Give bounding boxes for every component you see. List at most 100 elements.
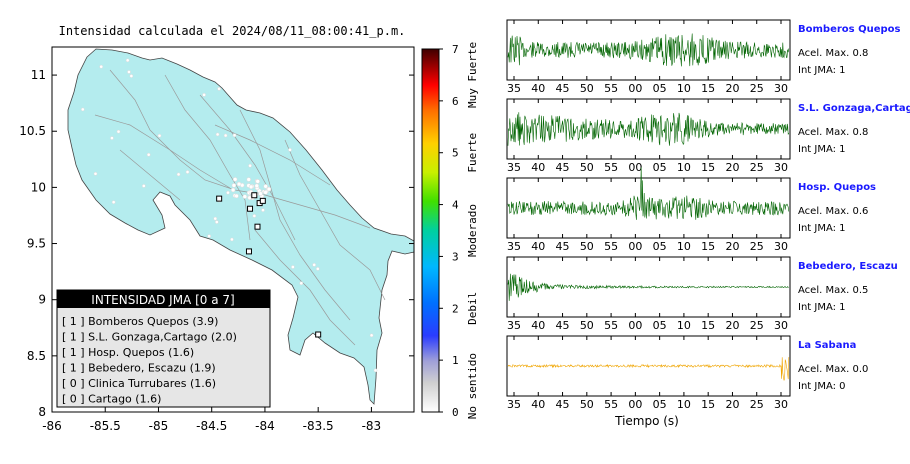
town-dot [214, 220, 219, 224]
waveform-x-tick-label: 35 [507, 398, 521, 411]
waveform-x-tick-label: 00 [628, 398, 642, 411]
colorbar-category-label: Moderado [466, 204, 479, 257]
town-dot [217, 87, 221, 91]
waveform-x-tick-label: 25 [750, 398, 764, 411]
waveform-trace [507, 33, 790, 67]
town-dot [157, 133, 162, 138]
time-axis-label: Tiempo (s) [614, 414, 679, 428]
town-dot [223, 133, 228, 138]
waveform-x-tick-label: 35 [507, 240, 521, 253]
waveform-x-tick-label: 35 [507, 82, 521, 95]
town-dot [288, 148, 292, 152]
intensity-legend: INTENSIDAD JMA [0 a 7] [ 1 ] Bomberos Qu… [56, 289, 271, 408]
colorbar-category-label: Fuerte [466, 133, 479, 173]
town-dot [291, 265, 295, 269]
waveform-x-tick-label: 25 [750, 82, 764, 95]
waveform-panels: 35 40 45 50 55 00 05 10 15 20 25 30 Bomberos Quepos A… [506, 19, 910, 411]
town-dot [248, 184, 254, 190]
town-dot [125, 58, 130, 63]
station-accel-max: Acel. Max. 0.8 [798, 48, 868, 59]
town-dot [127, 70, 131, 74]
legend-item: [ 1 ] Bomberos Quepos (3.9) [62, 315, 218, 328]
town-dot [234, 193, 239, 199]
map-x-tick-label: -83.5 [303, 419, 334, 433]
town-dot [116, 129, 121, 134]
town-dot [80, 107, 85, 112]
waveform-x-tick-label: 50 [580, 319, 594, 332]
legend-items: [ 1 ] Bomberos Quepos (3.9) [ 1 ] S.L. Go… [62, 315, 237, 406]
legend-header: INTENSIDAD JMA [0 a 7] [91, 293, 234, 307]
station-accel-max: Acel. Max. 0.5 [798, 285, 868, 296]
waveform-x-tick-label: 40 [531, 319, 545, 332]
colorbar-tick-label: 6 [452, 95, 459, 108]
waveform-x-tick-label: 10 [677, 82, 691, 95]
station-name: Hosp. Quepos [798, 182, 876, 193]
map-x-axis: -86 -85.5 -85 -84.5 -84 -83.5 -83 [42, 407, 381, 433]
waveform-x-tick-label: 55 [604, 398, 618, 411]
town-dot [99, 64, 104, 69]
waveform-x-tick-label: 05 [653, 398, 667, 411]
waveform-trace [507, 167, 790, 220]
map-boundaries [94, 69, 386, 346]
town-dot [299, 281, 304, 286]
colorbar-tick-label: 1 [452, 354, 459, 367]
map-x-tick-label: -86 [42, 419, 62, 433]
colorbar-categories: No sentido Debil Moderado Fuerte Muy Fuerte [466, 42, 479, 419]
station-jma-intensity: Int JMA: 1 [798, 65, 846, 76]
map-y-tick-label: 9 [38, 293, 46, 307]
map-x-tick-label: -85.5 [90, 419, 121, 433]
waveform-x-tick-label: 25 [750, 240, 764, 253]
town-dot [215, 132, 220, 137]
town-dot [255, 179, 260, 184]
waveform-trace [507, 357, 790, 381]
waveform-x-tick-label: 20 [725, 398, 739, 411]
waveform-x-tick-label: 40 [531, 82, 545, 95]
waveform-x-tick-label: 05 [653, 319, 667, 332]
town-dot [246, 177, 251, 182]
station-marker [251, 192, 258, 199]
waveform-x-tick-label: 55 [604, 319, 618, 332]
colorbar-category-label: Debil [466, 292, 479, 325]
colorbar-ticks: 0 1 2 3 4 5 6 7 [439, 43, 459, 419]
map-x-tick-label: -85 [149, 419, 169, 433]
map-y-tick-label: 8.5 [27, 349, 46, 363]
waveform-panel: 35 40 45 50 55 00 05 10 15 20 25 30 Bomberos Quepos A… [506, 19, 901, 95]
waveform-x-tick-label: 15 [701, 82, 715, 95]
town-dot [232, 133, 237, 138]
town-dot [261, 208, 265, 212]
station-accel-max: Acel. Max. 0.0 [798, 364, 868, 375]
town-dot [207, 234, 212, 238]
town-dot [263, 184, 268, 189]
town-dot [176, 172, 181, 177]
town-dot [230, 237, 234, 242]
waveform-x-tick-label: 55 [604, 240, 618, 253]
waveform-x-tick-label: 25 [750, 161, 764, 174]
waveform-x-tick-label: 35 [507, 161, 521, 174]
town-dot [231, 183, 237, 188]
station-name: Bebedero, Escazu [798, 261, 898, 272]
waveform-panel: 35 40 45 50 55 00 05 10 15 20 25 30 S.L. Gonzaga,Car… [506, 98, 910, 174]
town-dot [258, 191, 263, 196]
town-dot [254, 183, 260, 189]
station-accel-max: Acel. Max. 0.6 [798, 206, 868, 217]
map-y-tick-label: 10.5 [19, 124, 46, 138]
town-dot [142, 184, 146, 188]
waveform-frame [506, 98, 791, 160]
colorbar-ramp [421, 48, 440, 413]
waveform-panel: 35 40 45 50 55 00 05 10 15 20 25 30 Hosp. Quepos Acel… [506, 167, 876, 253]
town-dot [93, 171, 98, 176]
town-dot [185, 170, 190, 174]
map-frame [51, 46, 415, 413]
waveform-x-tick-label: 40 [531, 240, 545, 253]
town-dot [252, 214, 257, 218]
waveform-x-tick-label: 15 [701, 398, 715, 411]
road-line [214, 124, 331, 186]
waveform-x-tick-label: 20 [725, 161, 739, 174]
station-jma-intensity: Int JMA: 1 [798, 302, 846, 313]
waveform-x-tick-label: 10 [677, 398, 691, 411]
waveform-x-tick-label: 55 [604, 161, 618, 174]
waveform-x-tick-label: 50 [580, 161, 594, 174]
station-name: S.L. Gonzaga,Cartago [798, 103, 910, 114]
station-marker [254, 223, 261, 230]
waveform-panel: 35 40 45 50 55 00 05 10 15 20 25 30 La Sabana Acel. M… [506, 335, 868, 411]
